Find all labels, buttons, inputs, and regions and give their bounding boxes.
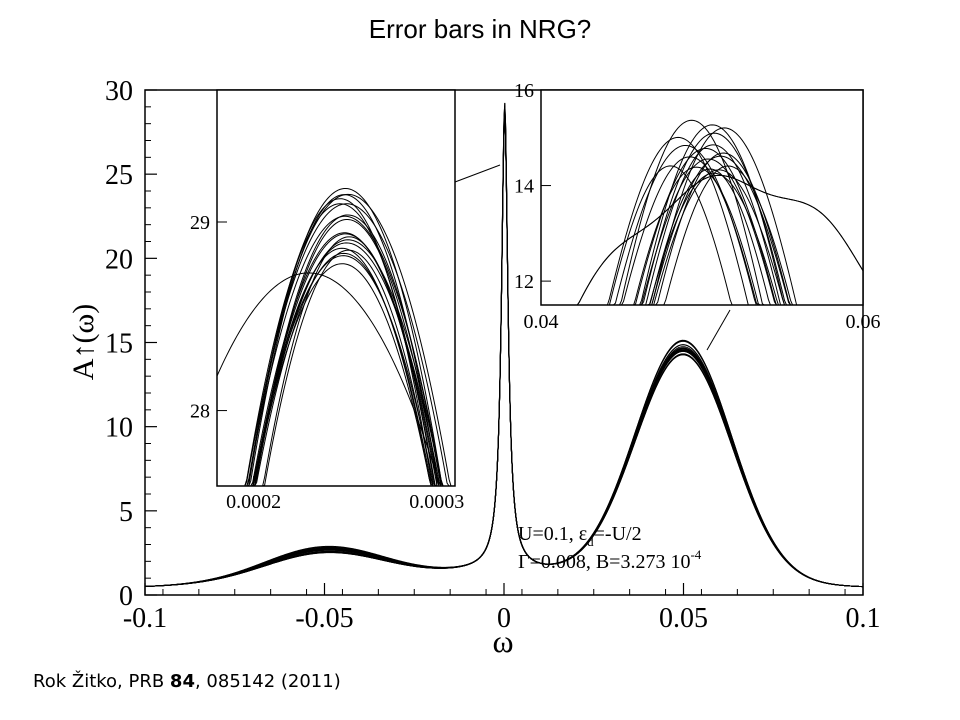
x-tick-label: 0.05: [659, 603, 708, 634]
inset-left-series-line: [217, 263, 455, 487]
inset-right-ticks: 0.04 0.06 12 14 16: [514, 80, 881, 333]
y-tick-label: 10: [105, 413, 133, 444]
inset-left-series-line: [217, 215, 455, 487]
inset-left-series-line: [217, 218, 455, 487]
inset-right-series-line: [541, 158, 863, 306]
x-tick-label: -0.05: [295, 603, 353, 634]
inset-left-y-tick-label: 28: [190, 401, 210, 423]
inset-left-curves: [216, 187, 455, 487]
params-subscript: d: [587, 534, 594, 549]
inset-right-curves: [541, 119, 864, 306]
main-x-ticks: -0.1 -0.05 0 0.05 0.1: [123, 583, 881, 634]
x-tick-label: -0.1: [123, 603, 167, 634]
main-y-ticks: 0 5 10 15 20 25 30: [105, 76, 157, 612]
x-axis-label: ω: [492, 623, 513, 659]
citation-volume: 84: [169, 671, 195, 692]
inset-left-x-tick-label: 0.0002: [226, 491, 281, 513]
params-superscript: -4: [690, 547, 701, 562]
y-tick-label: 15: [105, 329, 133, 360]
inset-left-x-tick-label: 0.0003: [409, 491, 464, 513]
main-plot: -0.1 -0.05 0 0.05 0.1 0 5 10 15 20 25 30 ω A↑(ω) U…: [67, 76, 881, 659]
citation-rest: , 085142 (2011): [194, 671, 341, 692]
inset-right-y-tick-label: 16: [514, 80, 534, 102]
y-tick-label: 0: [119, 581, 133, 612]
inset-right-plot: 0.04 0.06 12 14 16: [514, 80, 881, 333]
svg-text:U=0.1, εd=-U/2: U=0.1, εd=-U/2: [518, 523, 642, 549]
inset-left-frame: [216, 89, 456, 487]
inset-right-pointer: [706, 309, 731, 351]
inset-right-frame: [540, 89, 864, 306]
inset-left-series-line: [217, 198, 455, 487]
inset-left-plot: 0.0002 0.0003 28 29: [190, 89, 464, 513]
main-curves: [144, 102, 864, 588]
inset-left-series-line: [217, 252, 455, 487]
params-line-2: Γ=0.008, B=3.273 10: [518, 551, 690, 573]
inset-left-series-line: [217, 247, 455, 487]
inset-left-ticks: 0.0002 0.0003 28 29: [190, 212, 464, 513]
params-annotation: U=0.1, εd=-U/2 Γ=0.008, B=3.273 10-4: [518, 523, 702, 573]
x-tick-label: 0: [497, 603, 511, 634]
inset-right-y-tick-label: 12: [514, 271, 534, 293]
inset-right-x-tick-label: 0.06: [846, 311, 881, 333]
svg-text:Γ=0.008, B=3.273 10-4: Γ=0.008, B=3.273 10-4: [518, 547, 702, 573]
main-series-line: [144, 108, 864, 588]
params-line-1b: =-U/2: [594, 523, 642, 545]
inset-left-series-line: [217, 194, 455, 487]
inset-left-y-tick-label: 29: [190, 212, 210, 234]
x-tick-label: 0.1: [846, 603, 881, 634]
citation-author: Rok Žitko, PRB: [33, 671, 170, 692]
params-line-1: U=0.1, ε: [518, 523, 587, 545]
inset-left-series-line: [217, 193, 455, 487]
y-tick-label: 20: [105, 244, 133, 275]
y-tick-label: 25: [105, 160, 133, 191]
citation: Rok Žitko, PRB 84, 085142 (2011): [33, 671, 341, 692]
y-tick-label: 5: [119, 497, 133, 528]
inset-left-series-line: [217, 236, 455, 487]
y-axis-label: A↑(ω): [67, 304, 100, 380]
slide-title: Error bars in NRG?: [368, 14, 592, 44]
inset-right-y-tick-label: 14: [514, 176, 534, 198]
inset-left-pointer: [454, 164, 501, 183]
y-tick-label: 30: [105, 76, 133, 107]
inset-right-x-tick-label: 0.04: [524, 311, 559, 333]
